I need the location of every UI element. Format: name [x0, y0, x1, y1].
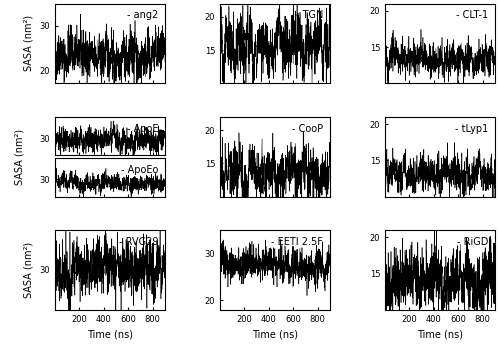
Y-axis label: SASA (nm²): SASA (nm²) [24, 242, 34, 298]
X-axis label: Time (ns): Time (ns) [87, 329, 133, 339]
Legend: - EETI 2.5F: - EETI 2.5F [270, 235, 325, 249]
Y-axis label: SASA (nm²): SASA (nm²) [24, 15, 34, 72]
Legend: - RVG29: - RVG29 [117, 235, 160, 249]
Legend: - TGN: - TGN [294, 9, 325, 22]
Legend: - RiGD: - RiGD [455, 235, 490, 249]
X-axis label: Time (ns): Time (ns) [417, 329, 463, 339]
Legend: - ApoE: - ApoE [125, 122, 160, 136]
X-axis label: Time (ns): Time (ns) [252, 329, 298, 339]
Text: SASA (nm²): SASA (nm²) [15, 129, 25, 185]
Legend: - CooP: - CooP [290, 122, 325, 136]
Legend: - CLT-1: - CLT-1 [454, 9, 490, 22]
Legend: - ApoEo: - ApoEo [119, 163, 160, 177]
Legend: - ang2: - ang2 [125, 9, 160, 22]
Legend: - tLyp1: - tLyp1 [453, 122, 490, 136]
